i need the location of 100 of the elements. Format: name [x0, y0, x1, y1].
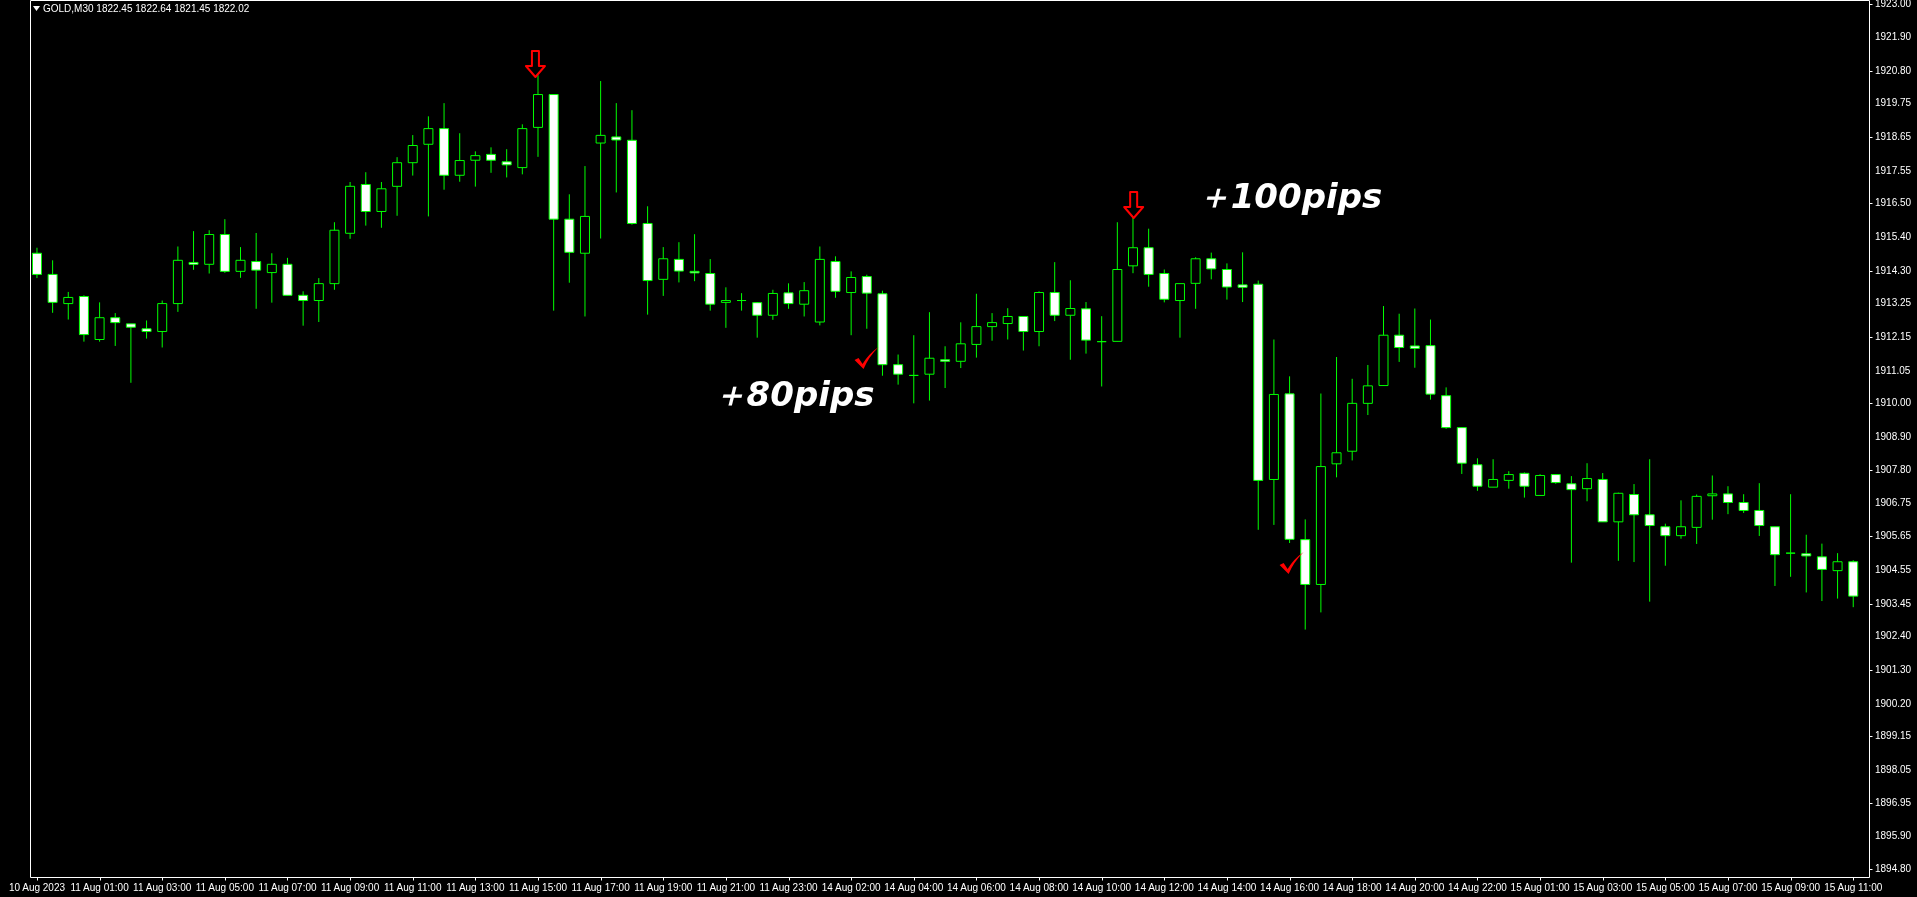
candlestick [799, 281, 810, 317]
candlestick [1676, 499, 1686, 540]
candlestick [1394, 313, 1405, 363]
candlestick [1816, 543, 1827, 602]
candlestick [658, 246, 669, 297]
x-tick-label: 14 Aug 12:00 [1134, 882, 1195, 893]
candlestick [971, 293, 982, 359]
candlestick [188, 230, 199, 271]
candlestick [611, 102, 622, 193]
candlestick [955, 321, 966, 369]
x-tick-label: 11 Aug 07:00 [258, 882, 318, 893]
candlestick [1206, 252, 1217, 280]
candlestick [1660, 523, 1671, 567]
candlestick [987, 312, 998, 342]
y-tick-label: 1906.75 [1875, 496, 1912, 508]
x-tick-label: 14 Aug 16:00 [1260, 882, 1320, 893]
candlestick [720, 286, 731, 329]
y-tick-label: 1921.90 [1875, 31, 1912, 43]
x-tick-label: 14 Aug 14:00 [1197, 882, 1257, 893]
candlestick [1049, 261, 1060, 322]
candlestick [752, 301, 763, 339]
candlestick [1002, 307, 1013, 340]
y-tick-label: 1914.30 [1875, 264, 1912, 276]
candlestick [1722, 485, 1733, 515]
x-tick-label: 10 Aug 2023 [8, 882, 66, 893]
candlestick [1018, 315, 1029, 352]
candlestick [1629, 483, 1640, 563]
x-tick-label: 11 Aug 09:00 [321, 882, 380, 893]
x-tick-label: 14 Aug 02:00 [821, 882, 882, 893]
candlestick [767, 289, 778, 321]
y-tick-label: 1919.75 [1875, 97, 1912, 109]
y-tick-label: 1916.50 [1875, 197, 1912, 209]
candlestick [392, 156, 403, 217]
x-tick-label: 14 Aug 06:00 [946, 882, 1007, 893]
y-tick-label: 1905.65 [1875, 530, 1912, 542]
x-tick-label: 14 Aug 18:00 [1322, 882, 1383, 893]
candlestick [1566, 475, 1577, 564]
y-tick-label: 1908.90 [1875, 430, 1912, 442]
y-tick-label: 1904.55 [1875, 564, 1912, 576]
x-tick-label: 11 Aug 03:00 [133, 882, 192, 893]
candlestick [1174, 283, 1185, 339]
y-tick-label: 1911.05 [1875, 364, 1911, 376]
x-tick-label: 15 Aug 07:00 [1698, 882, 1758, 893]
y-tick-label: 1900.20 [1875, 697, 1912, 709]
y-tick-label: 1899.15 [1875, 729, 1912, 741]
candlestick [1832, 552, 1843, 600]
y-tick-label: 1917.55 [1875, 164, 1912, 176]
y-tick-label: 1901.30 [1875, 663, 1912, 675]
annotation: ＋100pips [1196, 176, 1383, 216]
x-tick-label: 15 Aug 09:00 [1761, 882, 1821, 893]
x-tick-label: 15 Aug 01:00 [1510, 882, 1570, 893]
y-tick-label: 1915.40 [1875, 230, 1912, 242]
candlestick [1707, 474, 1718, 521]
x-tick-label: 14 Aug 22:00 [1447, 882, 1508, 893]
candlestick [783, 282, 794, 310]
candlestick [673, 241, 684, 283]
candlestick [423, 115, 434, 217]
candlestick [1535, 473, 1546, 496]
candlestick [407, 134, 418, 177]
x-tick-label: 15 Aug 11:00 [1824, 882, 1883, 893]
candlestick [63, 291, 74, 321]
candlestick [1065, 279, 1076, 361]
y-tick-label: 1923.00 [1875, 0, 1912, 9]
y-tick-label: 1910.00 [1875, 396, 1912, 408]
y-tick-label: 1894.80 [1875, 863, 1912, 875]
candlestick [141, 319, 152, 340]
candlestick [1409, 308, 1420, 369]
candlestick [1331, 356, 1342, 478]
candlestick [595, 80, 606, 240]
y-tick-label: 1920.80 [1875, 65, 1912, 77]
candlestick [94, 301, 105, 343]
candlestick [1127, 216, 1138, 274]
candlestick [125, 323, 136, 384]
candlestick [846, 270, 857, 336]
y-tick-label: 1918.65 [1875, 131, 1912, 143]
candlestick [266, 252, 277, 304]
candlestick [501, 148, 512, 178]
x-tick-label: 11 Aug 13:00 [446, 882, 505, 893]
y-tick-label: 1895.90 [1875, 829, 1912, 841]
candlestick [251, 232, 262, 310]
x-tick-label: 11 Aug 17:00 [571, 882, 631, 893]
x-tick-label: 15 Aug 05:00 [1635, 882, 1696, 893]
y-tick-label: 1898.05 [1875, 763, 1912, 775]
candlestick [1472, 457, 1483, 492]
candlestick [313, 277, 324, 323]
x-tick-label: 11 Aug 19:00 [634, 882, 693, 893]
candlestick [298, 290, 309, 327]
candlestick [235, 246, 246, 279]
candlestick [1237, 251, 1248, 303]
y-tick-label: 1902.40 [1875, 630, 1912, 642]
candlestick [1754, 482, 1765, 537]
candlestick [486, 146, 497, 174]
candlestick [110, 312, 121, 347]
candlestick [861, 274, 872, 330]
candlestick [1221, 262, 1232, 301]
candlestick [376, 181, 387, 229]
x-tick-label: 14 Aug 04:00 [884, 882, 944, 893]
candlestick [1488, 458, 1499, 488]
x-tick-label: 11 Aug 15:00 [508, 882, 568, 893]
candlestick [689, 233, 700, 282]
